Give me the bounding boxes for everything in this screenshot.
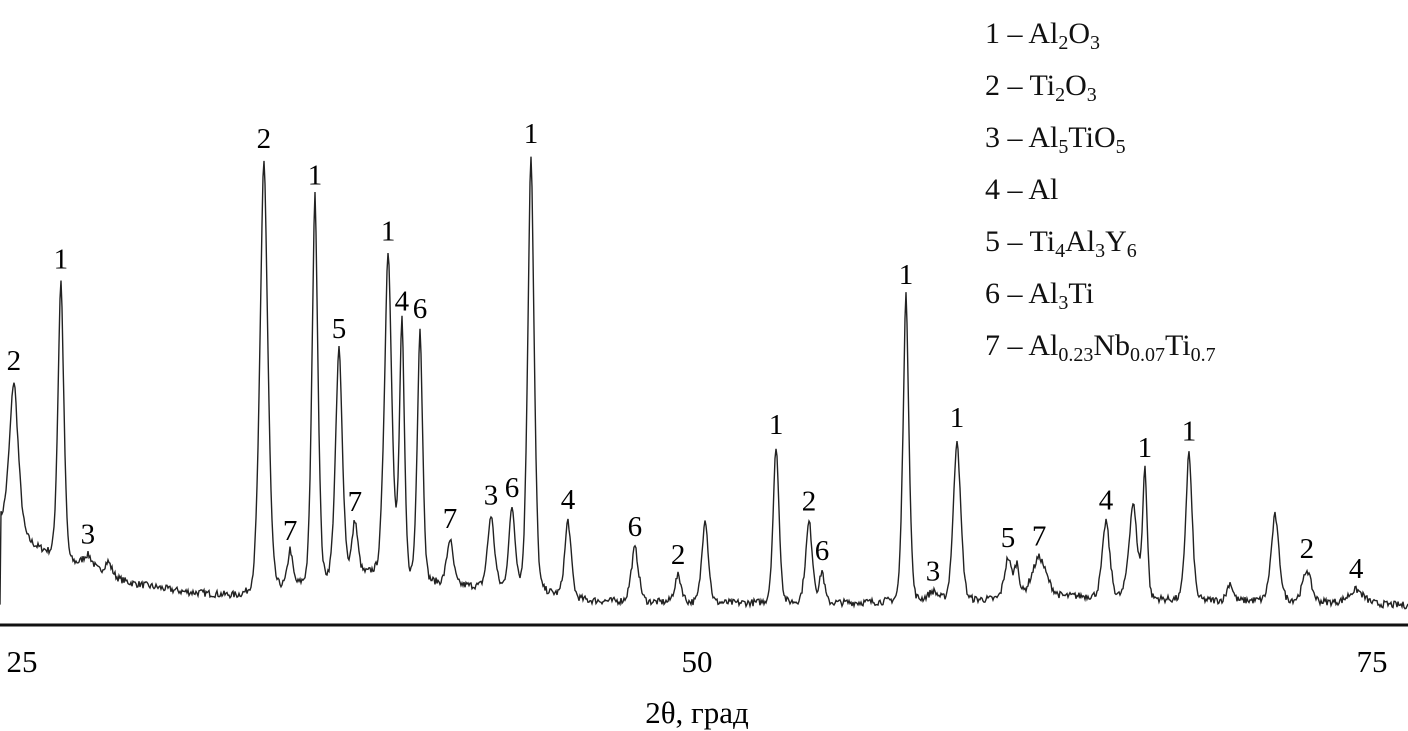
- legend-item: 3 – Al5TiO5: [985, 112, 1216, 164]
- peak-label: 4: [395, 285, 410, 317]
- peak-marker: [703, 516, 707, 520]
- legend-item: 1 – Al2O3: [985, 8, 1216, 60]
- legend-formula: Al5TiO5: [1028, 121, 1126, 158]
- legend-formula: Ti4Al3Y6: [1029, 225, 1137, 262]
- peak-label: 1: [308, 160, 323, 192]
- legend-formula: Ti2O3: [1029, 69, 1097, 106]
- x-axis-label: 2θ, град: [645, 695, 749, 730]
- peak-label: 2: [7, 345, 22, 377]
- legend-number: 4 –: [985, 173, 1029, 206]
- peak-label: 1: [54, 244, 69, 276]
- peak-label: 3: [81, 518, 96, 550]
- peak-label: 7: [283, 515, 298, 547]
- peak-label: 4: [561, 484, 576, 516]
- peak-label: 2: [802, 485, 817, 517]
- peak-label: 1: [950, 402, 965, 434]
- peak-label: 5: [332, 313, 347, 345]
- legend: 1 – Al2O3 2 – Ti2O3 3 – Al5TiO5 4 – Al 5 – T…: [985, 8, 1216, 372]
- peak-label: 7: [1032, 520, 1047, 552]
- peak-label: 5: [1001, 522, 1016, 554]
- legend-item: 2 – Ti2O3: [985, 60, 1216, 112]
- peak-marker: [529, 153, 533, 157]
- peak-label: 1: [1182, 416, 1197, 448]
- peak-label: 1: [381, 216, 396, 248]
- peak-label: 3: [484, 479, 499, 511]
- peak-label: 4: [1099, 484, 1114, 516]
- legend-number: 2 –: [985, 69, 1030, 102]
- legend-item: 4 – Al: [985, 164, 1216, 216]
- legend-formula: Al: [1028, 173, 1059, 206]
- peak-label: 7: [348, 486, 363, 518]
- peak-label: 6: [628, 511, 643, 543]
- peak-label: 3: [926, 556, 941, 588]
- legend-number: 3 –: [985, 121, 1029, 154]
- peak-label: 6: [815, 535, 830, 567]
- peak-label: 1: [899, 259, 914, 291]
- diffraction-pattern-line: [0, 156, 1408, 610]
- legend-item: 5 – Ti4Al3Y6: [985, 216, 1216, 268]
- peak-label: 2: [257, 123, 272, 155]
- x-tick-label: 50: [682, 644, 713, 679]
- peak-label: 7: [443, 503, 458, 535]
- peak-label: 4: [1349, 553, 1364, 585]
- legend-number: 1 –: [985, 17, 1029, 50]
- x-tick-labels: 25 50 75: [7, 644, 1388, 679]
- x-tick-label: 75: [1357, 644, 1388, 679]
- peak-label: 6: [505, 472, 520, 504]
- legend-formula: Al3Ti: [1028, 277, 1094, 314]
- x-tick-label: 25: [7, 644, 38, 679]
- legend-item: 7 – Al0.23Nb0.07Ti0.7: [985, 320, 1216, 372]
- legend-formula: Al2O3: [1028, 17, 1101, 54]
- peak-label: 1: [769, 409, 784, 441]
- peak-label: 1: [1138, 432, 1153, 464]
- peak-marker: [774, 444, 778, 448]
- peak-label: 1: [524, 118, 539, 150]
- peak-marker: [955, 437, 959, 441]
- peak-label: 2: [1300, 533, 1315, 565]
- legend-number: 7 –: [985, 329, 1029, 362]
- peak-label: 2: [671, 539, 686, 571]
- peak-label: 6: [413, 293, 428, 325]
- legend-number: 6 –: [985, 277, 1029, 310]
- legend-item: 6 – Al3Ti: [985, 268, 1216, 320]
- legend-formula: Al0.23Nb0.07Ti0.7: [1028, 329, 1216, 366]
- legend-number: 5 –: [985, 225, 1030, 258]
